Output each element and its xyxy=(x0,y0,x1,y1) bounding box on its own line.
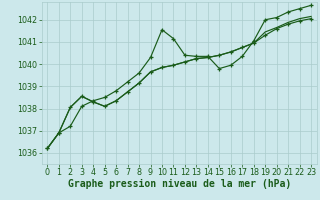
X-axis label: Graphe pression niveau de la mer (hPa): Graphe pression niveau de la mer (hPa) xyxy=(68,179,291,189)
